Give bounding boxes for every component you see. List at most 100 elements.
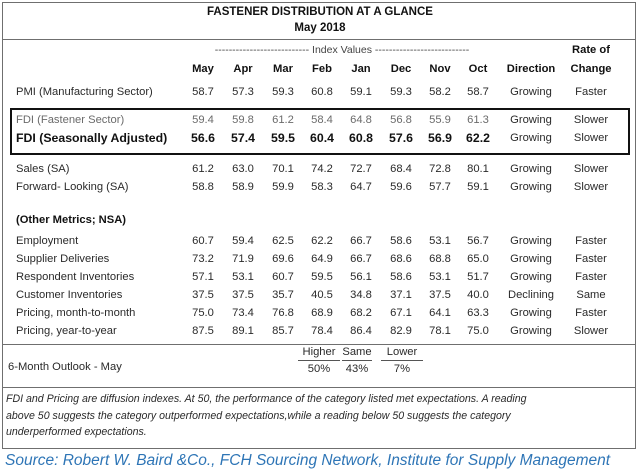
rate-header-1: Rate of [572, 44, 610, 56]
cell-jan: 64.8 [350, 114, 372, 126]
footnote: FDI and Pricing are diffusion indexes. A… [6, 391, 632, 441]
cell-rate-of-change: Faster [575, 271, 607, 283]
cell-direction: Growing [510, 132, 552, 144]
cell-nov: 78.1 [429, 325, 451, 337]
cell-mar: 85.7 [272, 325, 294, 337]
cell-may: 87.5 [192, 325, 214, 337]
cell-apr: 59.4 [232, 235, 254, 247]
cell-mar: 62.5 [272, 235, 294, 247]
outlook-lower-label: Lower [386, 346, 418, 358]
direction-header: Direction [506, 63, 556, 75]
cell-apr: 57.3 [232, 86, 254, 98]
fdi-highlight-box [10, 108, 630, 155]
cell-rate-of-change: Slower [573, 325, 609, 337]
cell-feb: 58.3 [311, 181, 333, 193]
cell-oct: 56.7 [467, 235, 489, 247]
page-subtitle: May 2018 [294, 22, 346, 34]
cell-rate-of-change: Same [576, 289, 606, 301]
cell-nov: 58.2 [429, 86, 451, 98]
cell-apr: 63.0 [232, 163, 254, 175]
column-header-dec: Dec [390, 63, 412, 75]
cell-nov: 72.8 [429, 163, 451, 175]
cell-nov: 56.9 [428, 131, 452, 145]
cell-dec: 67.1 [390, 307, 412, 319]
cell-dec: 58.6 [390, 271, 412, 283]
outlook-lower-underline [381, 360, 423, 361]
cell-apr: 59.8 [232, 114, 254, 126]
column-header-oct: Oct [468, 63, 488, 75]
cell-oct: 75.0 [467, 325, 489, 337]
page-title: FASTENER DISTRIBUTION AT A GLANCE [207, 6, 433, 18]
row-label: FDI (Seasonally Adjusted) [16, 131, 168, 145]
cell-direction: Growing [510, 307, 552, 319]
cell-apr: 71.9 [232, 253, 254, 265]
cell-apr: 37.5 [232, 289, 254, 301]
source-citation: Source: Robert W. Baird &Co., FCH Sourci… [5, 452, 611, 469]
cell-may: 57.1 [192, 271, 214, 283]
row-label: Pricing, month-to-month [16, 307, 136, 319]
cell-feb: 78.4 [311, 325, 333, 337]
cell-feb: 60.8 [311, 86, 333, 98]
cell-feb: 62.2 [311, 235, 333, 247]
cell-jan: 86.4 [350, 325, 372, 337]
cell-feb: 68.9 [311, 307, 333, 319]
outlook-same-label: Same [342, 346, 372, 358]
cell-mar: 76.8 [272, 307, 294, 319]
cell-rate-of-change: Slower [573, 163, 609, 175]
row-label: Pricing, year-to-year [16, 325, 117, 337]
cell-may: 61.2 [192, 163, 214, 175]
footnote-line-3: underperformed expectations. [6, 426, 147, 438]
cell-dec: 68.4 [390, 163, 412, 175]
cell-jan: 72.7 [350, 163, 372, 175]
row-label: Respondent Inventories [16, 271, 135, 283]
cell-rate-of-change: Faster [575, 307, 607, 319]
cell-feb: 40.5 [311, 289, 333, 301]
cell-oct: 59.1 [467, 181, 489, 193]
cell-rate-of-change: Slower [573, 114, 609, 126]
outlook-higher-value: 50% [307, 363, 331, 375]
cell-nov: 53.1 [429, 235, 451, 247]
cell-direction: Growing [510, 253, 552, 265]
row-label: Sales (SA) [16, 163, 70, 175]
cell-feb: 60.4 [310, 131, 334, 145]
outlook-higher-label: Higher [302, 346, 336, 358]
cell-jan: 66.7 [350, 253, 372, 265]
cell-jan: 60.8 [349, 131, 373, 145]
cell-mar: 59.9 [272, 181, 294, 193]
cell-jan: 56.1 [350, 271, 372, 283]
cell-mar: 35.7 [272, 289, 294, 301]
row-label: Supplier Deliveries [16, 253, 110, 265]
footnote-line-1: FDI and Pricing are diffusion indexes. A… [6, 393, 527, 405]
cell-mar: 60.7 [272, 271, 294, 283]
row-label: Employment [16, 235, 79, 247]
cell-rate-of-change: Faster [575, 253, 607, 265]
cell-oct: 61.3 [467, 114, 489, 126]
cell-may: 59.4 [192, 114, 214, 126]
outlook-same-value: 43% [345, 363, 369, 375]
cell-may: 60.7 [192, 235, 214, 247]
cell-dec: 59.6 [390, 181, 412, 193]
cell-jan: 34.8 [350, 289, 372, 301]
cell-mar: 61.2 [272, 114, 294, 126]
cell-dec: 68.6 [390, 253, 412, 265]
cell-mar: 69.6 [272, 253, 294, 265]
cell-dec: 37.1 [390, 289, 412, 301]
cell-oct: 40.0 [467, 289, 489, 301]
cell-direction: Declining [507, 289, 555, 301]
cell-oct: 65.0 [467, 253, 489, 265]
column-header-feb: Feb [312, 63, 332, 75]
cell-direction: Growing [510, 325, 552, 337]
outlook-lower-value: 7% [393, 363, 411, 375]
column-header-mar: Mar [273, 63, 293, 75]
cell-may: 58.7 [192, 86, 214, 98]
cell-may: 56.6 [191, 131, 215, 145]
cell-oct: 51.7 [467, 271, 489, 283]
cell-mar: 59.5 [271, 131, 295, 145]
cell-direction: Growing [510, 86, 552, 98]
cell-oct: 62.2 [466, 131, 490, 145]
cell-may: 75.0 [192, 307, 214, 319]
cell-jan: 68.2 [350, 307, 372, 319]
cell-oct: 63.3 [467, 307, 489, 319]
outlook-label: 6-Month Outlook - May [8, 361, 122, 373]
cell-direction: Growing [510, 271, 552, 283]
